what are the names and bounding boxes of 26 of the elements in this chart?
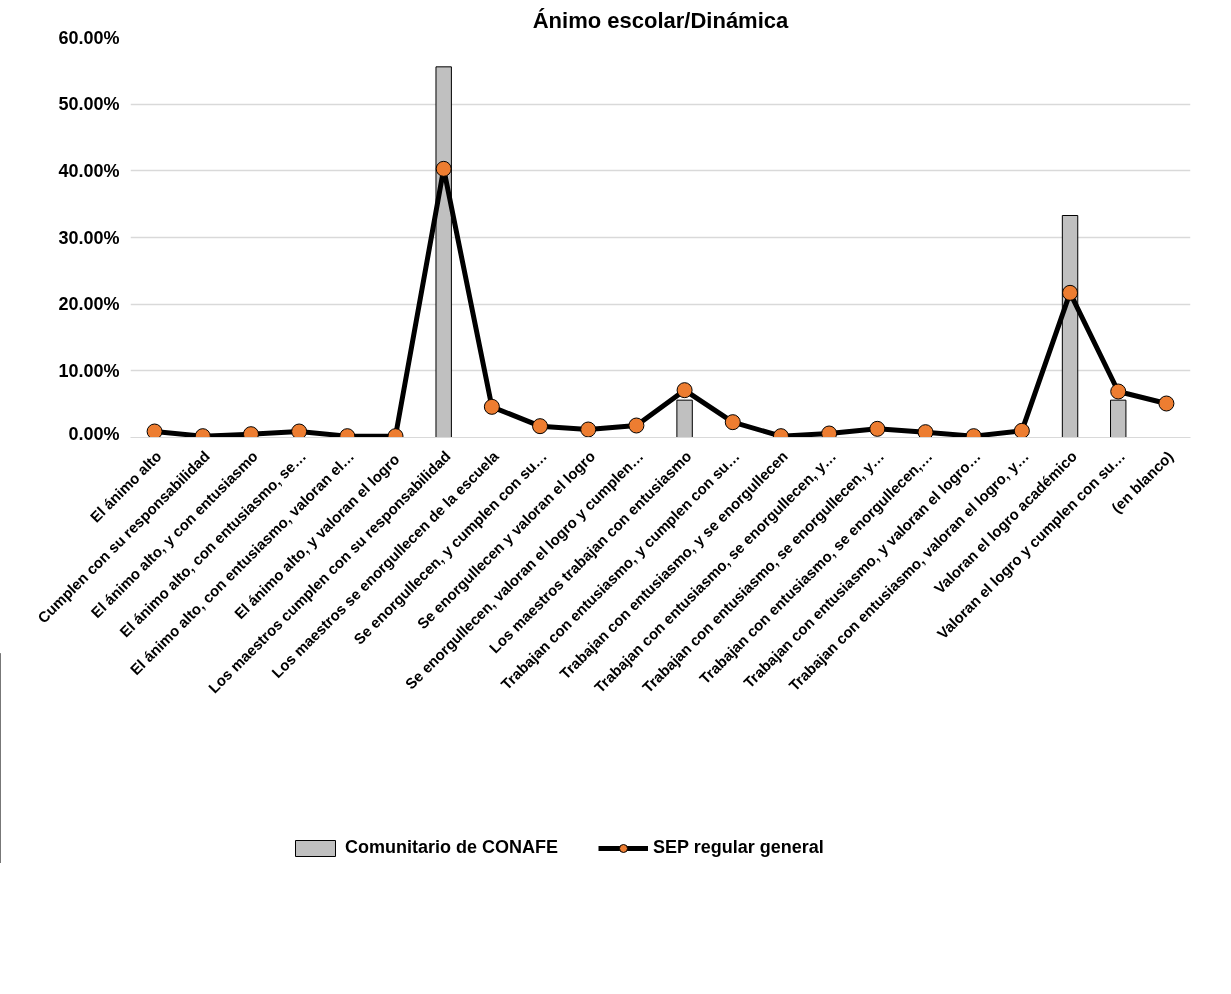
point bbox=[1158, 395, 1175, 412]
point bbox=[1013, 422, 1030, 438]
y-tick-label: 50.00% bbox=[58, 94, 120, 115]
point bbox=[483, 398, 500, 415]
point bbox=[1110, 383, 1127, 400]
legend-label: SEP regular general bbox=[653, 837, 824, 858]
point bbox=[628, 417, 645, 434]
point bbox=[291, 423, 308, 438]
point bbox=[435, 160, 452, 177]
point bbox=[869, 420, 886, 437]
y-tick-label: 30.00% bbox=[58, 227, 120, 248]
y-tick-label: 20.00% bbox=[58, 294, 120, 315]
point bbox=[724, 414, 741, 431]
point bbox=[146, 423, 163, 438]
y-tick-label: 40.00% bbox=[58, 160, 120, 181]
point bbox=[917, 424, 934, 438]
y-tick-label: 60.00% bbox=[58, 27, 120, 48]
point bbox=[1062, 284, 1079, 301]
y-tick-label: 0.00% bbox=[68, 423, 120, 444]
chart-title: Ánimo escolar/Dinámica bbox=[532, 7, 790, 33]
point bbox=[676, 382, 693, 399]
point bbox=[580, 421, 597, 438]
y-tick-label: 10.00% bbox=[58, 360, 120, 381]
legend-label: Comunitario de CONAFE bbox=[345, 837, 559, 858]
point bbox=[821, 425, 838, 438]
point bbox=[532, 418, 549, 435]
